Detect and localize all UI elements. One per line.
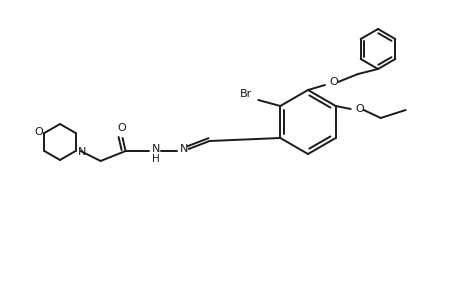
- Text: H: H: [151, 154, 159, 164]
- Text: O: O: [354, 104, 363, 114]
- Text: N: N: [179, 144, 187, 154]
- Text: O: O: [329, 77, 338, 87]
- Text: O: O: [117, 123, 126, 133]
- Text: O: O: [34, 127, 43, 137]
- Text: Br: Br: [240, 89, 252, 99]
- Text: N: N: [151, 144, 159, 154]
- Text: N: N: [77, 147, 85, 157]
